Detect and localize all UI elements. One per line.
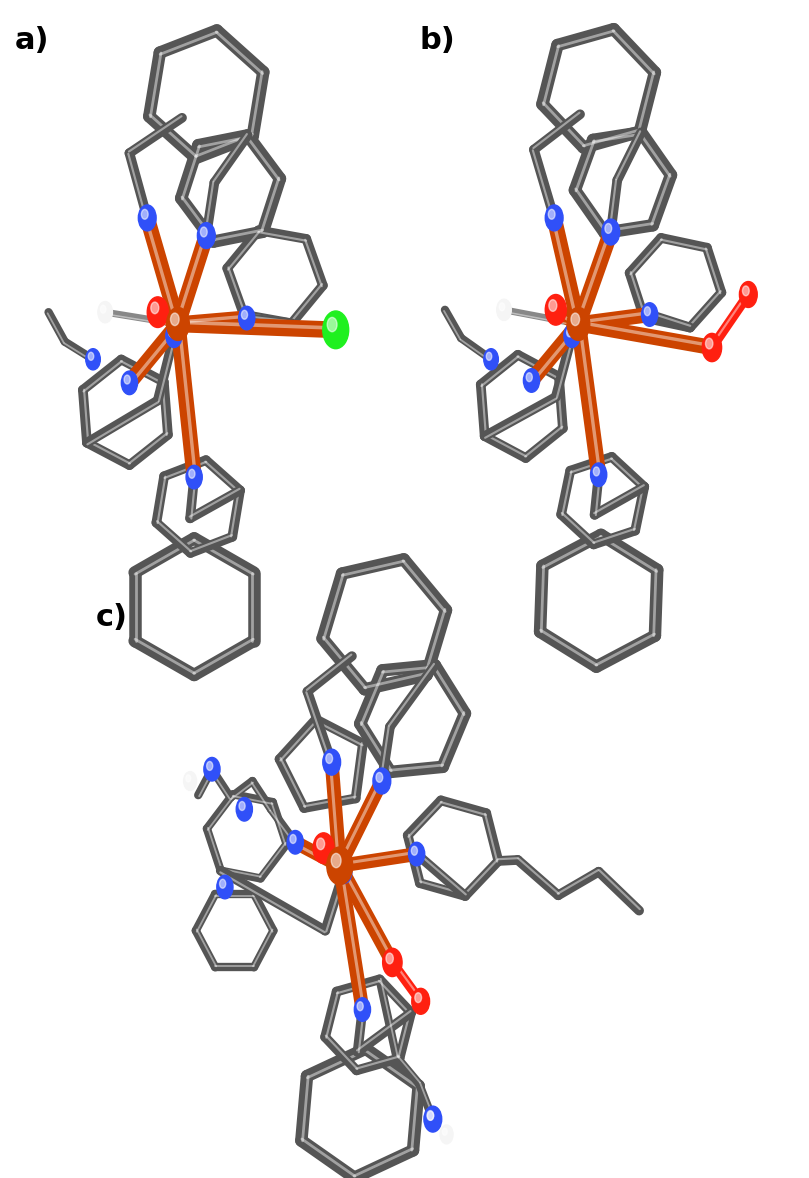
Circle shape	[409, 842, 425, 866]
Circle shape	[427, 1111, 434, 1120]
Circle shape	[566, 327, 573, 337]
Circle shape	[549, 210, 555, 219]
Circle shape	[201, 227, 207, 237]
Circle shape	[705, 338, 713, 349]
Circle shape	[386, 953, 393, 964]
Circle shape	[290, 834, 296, 843]
Circle shape	[743, 286, 749, 296]
Text: b): b)	[419, 26, 455, 55]
Circle shape	[168, 327, 175, 337]
Circle shape	[184, 772, 197, 790]
Circle shape	[100, 305, 106, 313]
Circle shape	[171, 313, 179, 325]
Circle shape	[549, 299, 557, 311]
Circle shape	[412, 988, 430, 1014]
Circle shape	[142, 210, 148, 219]
Circle shape	[88, 352, 94, 360]
Circle shape	[526, 372, 532, 382]
Circle shape	[147, 297, 168, 327]
Circle shape	[427, 1111, 434, 1120]
Circle shape	[197, 223, 215, 249]
Circle shape	[338, 863, 345, 873]
Circle shape	[323, 311, 349, 349]
Circle shape	[486, 352, 492, 360]
Text: c): c)	[95, 603, 128, 633]
Circle shape	[484, 349, 498, 370]
Circle shape	[571, 313, 579, 325]
Circle shape	[241, 310, 248, 319]
Circle shape	[644, 306, 650, 316]
Circle shape	[204, 757, 220, 781]
Circle shape	[354, 998, 371, 1021]
Circle shape	[373, 768, 391, 794]
Circle shape	[523, 369, 540, 392]
Circle shape	[323, 749, 341, 775]
Circle shape	[326, 754, 332, 763]
Circle shape	[415, 993, 421, 1002]
Circle shape	[313, 833, 334, 863]
Circle shape	[331, 853, 341, 868]
Circle shape	[239, 306, 255, 330]
Circle shape	[440, 1125, 453, 1144]
Circle shape	[206, 761, 213, 770]
Circle shape	[239, 801, 245, 810]
Circle shape	[98, 302, 112, 323]
Circle shape	[383, 948, 402, 977]
Circle shape	[702, 333, 722, 362]
Circle shape	[316, 838, 324, 849]
Circle shape	[186, 465, 202, 489]
Circle shape	[357, 1001, 363, 1011]
Circle shape	[593, 466, 599, 476]
Circle shape	[217, 875, 233, 899]
Circle shape	[186, 775, 191, 782]
Circle shape	[150, 302, 159, 313]
Circle shape	[591, 463, 607, 487]
Circle shape	[121, 371, 138, 395]
Text: a): a)	[15, 26, 49, 55]
Circle shape	[497, 299, 511, 320]
Circle shape	[138, 205, 156, 231]
Circle shape	[124, 375, 130, 384]
Circle shape	[327, 847, 353, 885]
Circle shape	[424, 1106, 442, 1132]
Circle shape	[545, 294, 566, 325]
Circle shape	[545, 205, 563, 231]
Circle shape	[567, 307, 590, 340]
Circle shape	[376, 773, 383, 782]
Circle shape	[287, 830, 303, 854]
Circle shape	[499, 303, 505, 311]
Circle shape	[411, 846, 417, 855]
Circle shape	[336, 860, 352, 884]
Circle shape	[167, 307, 189, 340]
Circle shape	[166, 324, 182, 348]
Circle shape	[739, 282, 757, 307]
Circle shape	[605, 224, 612, 233]
Circle shape	[219, 879, 226, 888]
Circle shape	[188, 469, 195, 478]
Circle shape	[443, 1129, 447, 1136]
Circle shape	[425, 1107, 441, 1131]
Circle shape	[236, 798, 252, 821]
Circle shape	[327, 317, 337, 332]
Circle shape	[86, 349, 100, 370]
Circle shape	[602, 219, 620, 245]
Circle shape	[642, 303, 658, 326]
Circle shape	[564, 324, 580, 348]
